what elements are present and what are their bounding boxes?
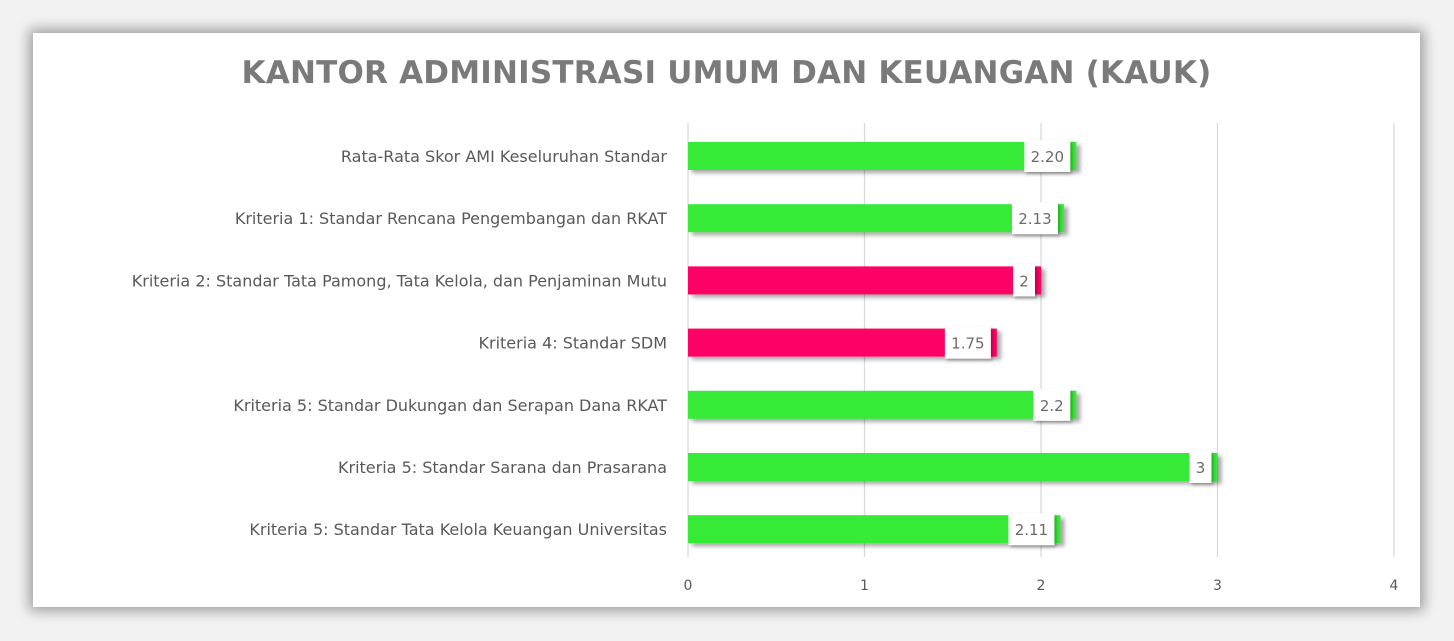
x-tick-label: 2: [1037, 578, 1046, 594]
bar: [688, 453, 1218, 481]
bar: [688, 142, 1077, 170]
bar: [688, 204, 1064, 233]
data-label: 2: [1013, 264, 1035, 297]
category-label: Kriteria 5: Standar Sarana dan Prasarana: [338, 458, 667, 477]
data-label-text: 1.75: [951, 335, 984, 353]
category-label: Kriteria 5: Standar Dukungan dan Serapan…: [233, 396, 667, 415]
x-tick-label: 4: [1390, 578, 1399, 594]
bar: [688, 266, 1041, 295]
data-label-text: 2.13: [1018, 210, 1051, 228]
category-labels: Rata-Rata Skor AMI Keseluruhan Standar Kr…: [132, 147, 668, 539]
bars: [688, 142, 1218, 544]
bar: [688, 390, 1077, 419]
category-label: Kriteria 5: Standar Tata Kelola Keuangan…: [249, 520, 667, 539]
category-label: Kriteria 2: Standar Tata Pamong, Tata Ke…: [132, 271, 667, 290]
data-label-text: 2: [1019, 272, 1029, 290]
data-label: 2.11: [1008, 513, 1055, 546]
data-label: 2.13: [1011, 202, 1058, 235]
bar-chart: Rata-Rata Skor AMI Keseluruhan Standar Kr…: [132, 123, 1399, 594]
category-label: Kriteria 1: Standar Rencana Pengembangan…: [235, 209, 667, 228]
chart-frame: KANTOR ADMINISTRASI UMUM DAN KEUANGAN (K…: [33, 33, 1420, 607]
data-label-text: 2.2: [1040, 397, 1064, 415]
bar: [688, 515, 1061, 544]
data-label: 3: [1189, 451, 1212, 483]
data-label: 2.2: [1033, 388, 1071, 421]
data-labels: 2.20 2.13 2 1.75 2.2 3 2.11: [944, 140, 1212, 546]
data-label-text: 2.20: [1031, 148, 1064, 166]
data-label: 1.75: [944, 326, 991, 359]
category-label: Rata-Rata Skor AMI Keseluruhan Standar: [341, 147, 668, 166]
x-axis-ticks: 0 1 2 3 4: [684, 578, 1399, 594]
x-tick-label: 1: [860, 578, 869, 594]
data-label-text: 3: [1196, 459, 1206, 477]
chart-title: KANTOR ADMINISTRASI UMUM DAN KEUANGAN (K…: [241, 55, 1212, 91]
data-label-text: 2.11: [1015, 521, 1048, 539]
x-tick-label: 0: [684, 578, 693, 594]
data-label: 2.20: [1024, 140, 1071, 172]
category-label: Kriteria 4: Standar SDM: [479, 334, 667, 353]
x-tick-label: 3: [1213, 578, 1222, 594]
